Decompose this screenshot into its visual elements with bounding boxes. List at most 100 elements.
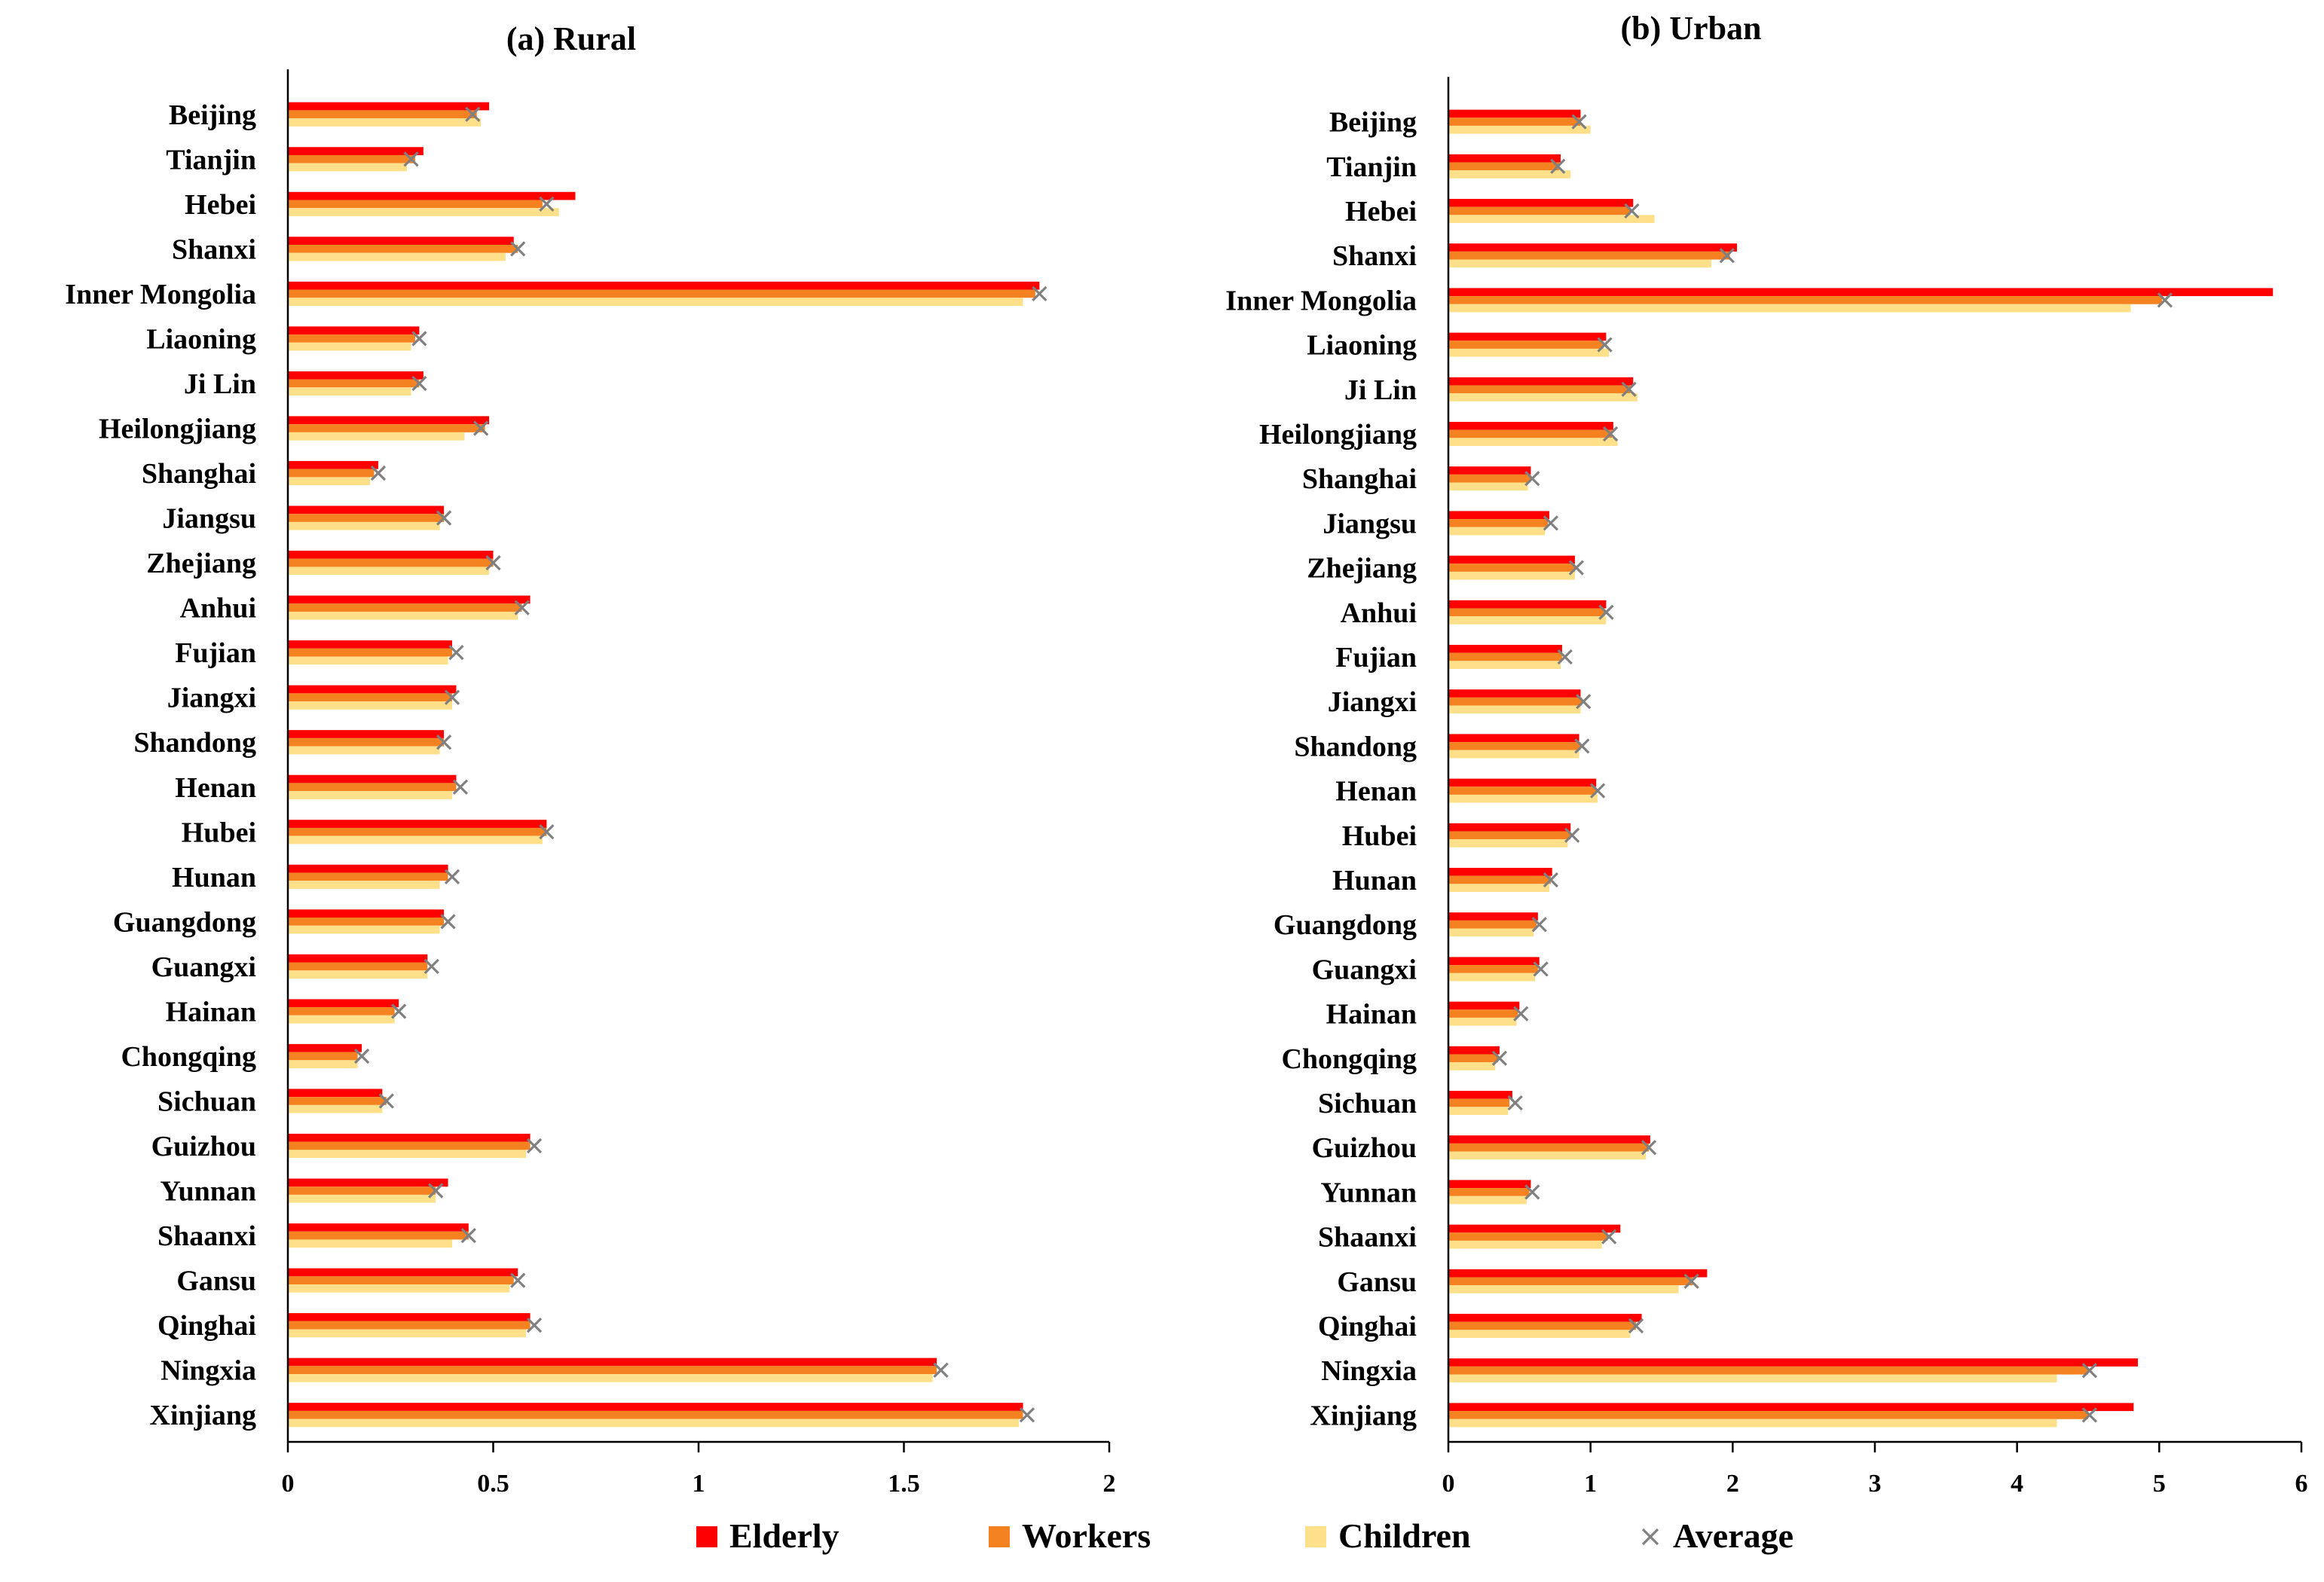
urban-category-label: Xinjiang (1310, 1400, 1417, 1431)
urban-bar-elderly-shanghai (1448, 466, 1531, 475)
rural-category-label: Inner Mongolia (65, 279, 256, 310)
urban-category-label: Ningxia (1321, 1355, 1417, 1387)
urban-category-label: Ji Lin (1344, 374, 1417, 406)
rural-category-label: Shanxi (172, 234, 256, 265)
urban-average-marker-henan (1589, 783, 1606, 799)
urban-x-tick-label: 4 (2011, 1470, 2023, 1498)
urban-bar-elderly-hubei (1448, 823, 1571, 832)
rural-bar-workers-zhejiang (288, 558, 494, 567)
rural-bar-elderly-guangdong (288, 909, 445, 918)
urban-average-marker-jiangsu (1543, 515, 1558, 531)
rural-bar-workers-heilongjiang (288, 424, 485, 432)
urban-category-label: Gansu (1337, 1266, 1417, 1298)
urban-category-label: Fujian (1335, 642, 1417, 673)
rural-bar-workers-hebei (288, 200, 543, 209)
rural-average-marker-hunan (444, 869, 460, 884)
rural-bar-workers-shanxi (288, 245, 518, 253)
urban-bar-children-tianjin (1448, 170, 1571, 179)
rural-bar-workers-gansu (288, 1276, 514, 1284)
rural-bar-workers-anhui (288, 603, 522, 612)
rural-bar-workers-jiangxi (288, 693, 452, 702)
urban-category-label: Sichuan (1318, 1088, 1417, 1119)
urban-bar-children-fujian (1448, 661, 1561, 669)
rural-category-label: Hunan (172, 862, 256, 893)
urban-bar-elderly-heilongjiang (1448, 422, 1613, 430)
urban-bar-children-ji-lin (1448, 393, 1638, 402)
urban-average-marker-shandong (1574, 738, 1590, 754)
urban-bar-workers-jiangsu (1448, 519, 1549, 527)
rural-bar-children-shanxi (288, 252, 506, 261)
rural-bar-children-sichuan (288, 1104, 383, 1113)
rural-average-marker-shaanxi (460, 1227, 476, 1244)
urban-bar-workers-liaoning (1448, 341, 1604, 349)
rural-category-label: Xinjiang (150, 1400, 256, 1431)
rural-bar-children-guizhou (288, 1150, 527, 1159)
rural-average-marker-inner-mongolia (1032, 286, 1047, 302)
rural-bar-workers-shandong (288, 738, 445, 747)
urban-average-marker-anhui (1598, 604, 1614, 620)
urban-average-marker-hainan (1513, 1006, 1529, 1022)
urban-bar-children-shanghai (1448, 482, 1528, 491)
urban-bar-children-shanxi (1448, 259, 1712, 268)
rural-bar-workers-hubei (288, 827, 547, 836)
rural-bar-elderly-ji-lin (288, 371, 424, 380)
urban-average-marker-shanxi (1719, 248, 1735, 264)
urban-category-label: Inner Mongolia (1225, 285, 1417, 316)
urban-bar-children-shandong (1448, 750, 1579, 759)
legend-label: Elderly (729, 1516, 839, 1555)
urban-category-label: Qinghai (1318, 1311, 1417, 1342)
urban-bar-workers-hebei (1448, 206, 1631, 215)
urban-bar-children-guangdong (1448, 928, 1534, 937)
rural-bar-children-anhui (288, 611, 518, 620)
rural-category-label: Ji Lin (184, 368, 256, 400)
urban-category-label: Guangxi (1312, 954, 1417, 985)
urban-bar-children-jiangxi (1448, 705, 1581, 714)
rural-bar-elderly-heilongjiang (288, 416, 490, 425)
rural-average-marker-shanghai (370, 465, 387, 481)
urban-average-marker-qinghai (1628, 1318, 1644, 1334)
rural-bar-children-gansu (288, 1284, 510, 1293)
rural-category-label: Heilongjiang (99, 414, 256, 445)
urban-bar-workers-chongqing (1448, 1054, 1499, 1063)
urban-bar-elderly-tianjin (1448, 154, 1561, 163)
urban-bar-workers-xinjiang (1448, 1411, 2088, 1419)
rural-bar-elderly-hainan (288, 999, 399, 1008)
urban-bar-workers-sichuan (1448, 1098, 1510, 1107)
legend-item-workers: Workers (989, 1516, 1151, 1555)
urban-bar-children-hubei (1448, 839, 1568, 848)
rural-category-label: Guizhou (151, 1131, 256, 1162)
rural-x-tick-label: 0.5 (477, 1470, 509, 1498)
legend-label: Average (1673, 1516, 1793, 1555)
rural-bar-elderly-tianjin (288, 147, 424, 155)
urban-bar-children-chongqing (1448, 1062, 1496, 1070)
urban-bar-workers-gansu (1448, 1277, 1693, 1286)
rural-bar-workers-jiangsu (288, 514, 445, 522)
rural-category-label: Guangxi (151, 951, 256, 983)
rural-bar-workers-guangdong (288, 918, 445, 926)
rural-bar-workers-shanghai (288, 469, 375, 478)
rural-panel-title: (a) Rural (506, 20, 636, 57)
urban-category-label: Guizhou (1312, 1132, 1417, 1164)
urban-bar-workers-fujian (1448, 652, 1562, 661)
urban-average-marker-hebei (1624, 203, 1640, 219)
urban-bar-workers-guangdong (1448, 920, 1537, 929)
urban-average-marker-hunan (1543, 872, 1558, 888)
urban-bar-workers-henan (1448, 786, 1597, 795)
rural-bar-workers-hainan (288, 1007, 395, 1015)
rural-average-marker-zhejiang (485, 554, 501, 571)
rural-bar-workers-shaanxi (288, 1231, 469, 1240)
rural-bar-elderly-qinghai (288, 1313, 531, 1321)
rural-bar-elderly-hebei (288, 191, 576, 200)
legend-item-children: Children (1305, 1516, 1471, 1555)
rural-average-marker-beijing (465, 106, 481, 122)
rural-bar-children-shaanxi (288, 1239, 452, 1248)
rural-bar-elderly-liaoning (288, 326, 420, 335)
urban-bar-elderly-gansu (1448, 1269, 1708, 1278)
urban-bar-children-zhejiang (1448, 571, 1575, 580)
urban-category-label: Anhui (1341, 597, 1417, 629)
urban-bar-children-beijing (1448, 125, 1591, 134)
rural-category-label: Jiangsu (162, 503, 256, 535)
urban-average-marker-xinjiang (2081, 1407, 2098, 1423)
rural-bar-elderly-zhejiang (288, 551, 494, 559)
rural-x-tick-label: 1.5 (888, 1470, 920, 1498)
